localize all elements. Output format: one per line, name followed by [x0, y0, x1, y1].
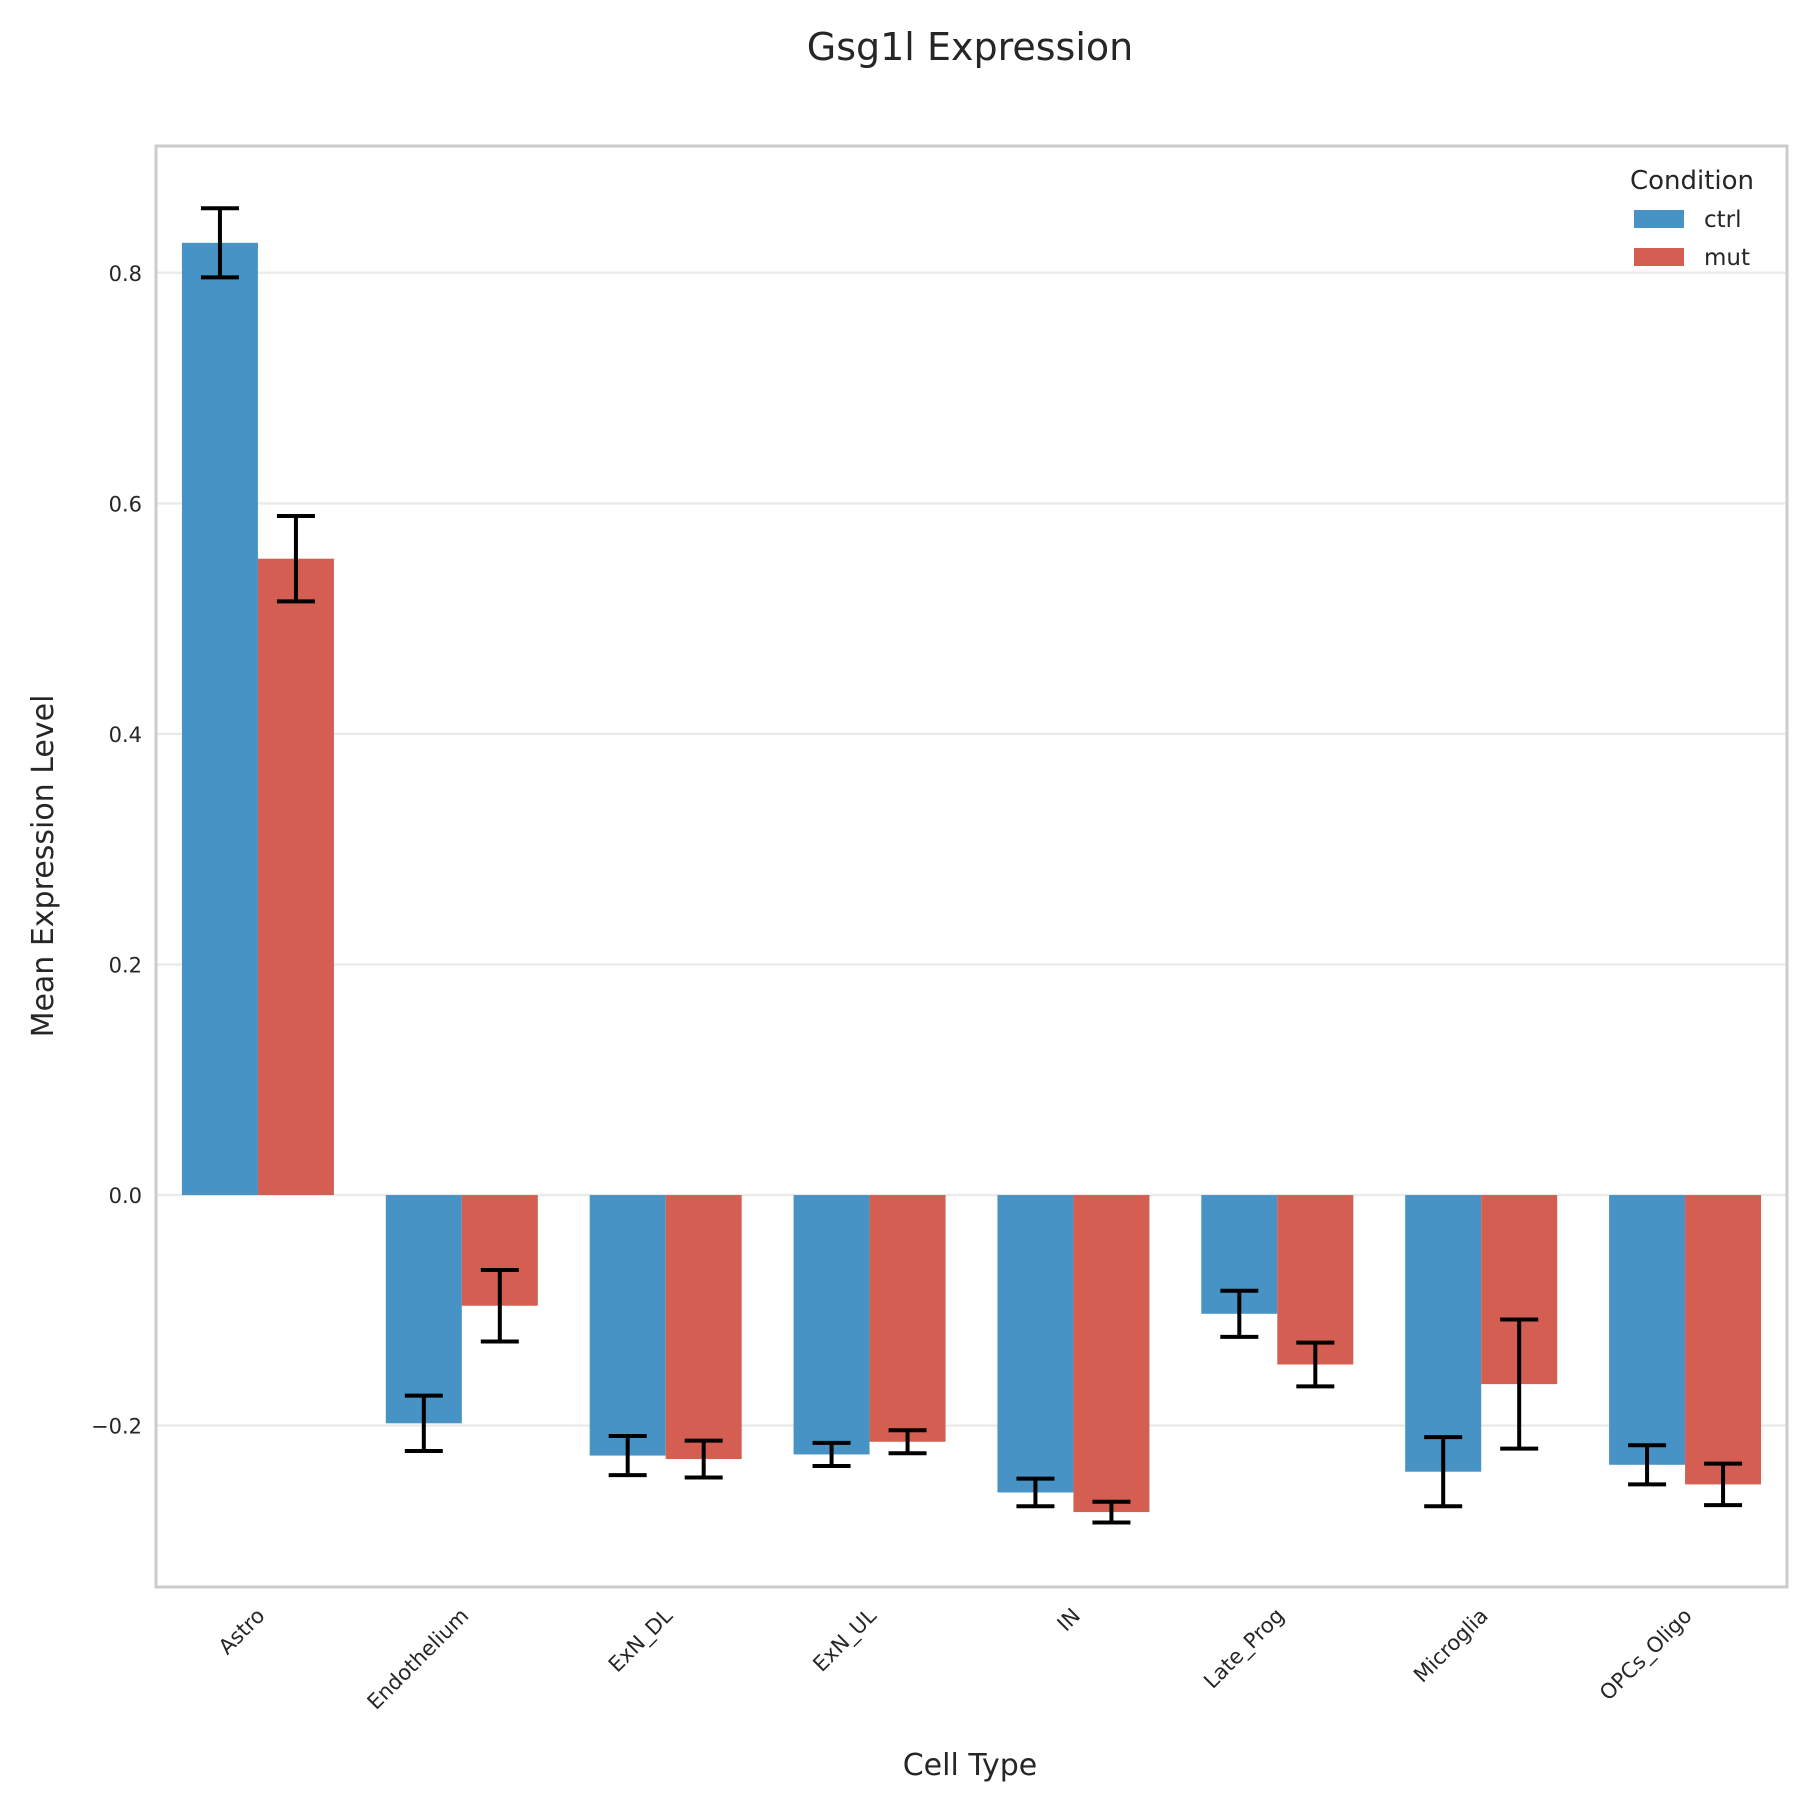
error-bar-ctrl-IN [1016, 1476, 1055, 1509]
error-bar-ctrl-Astro [200, 206, 239, 280]
bar-mut-ExN_UL [869, 1195, 946, 1442]
x-axis-label: Cell Type [903, 1748, 1038, 1783]
bar-ctrl-Microglia [1405, 1195, 1482, 1472]
y-tick-labels: −0.2 0.0 0.2 0.4 0.6 0.8 [91, 262, 142, 1439]
y-tick-label: 0.8 [109, 262, 142, 286]
error-bar-ctrl-ExN_UL [812, 1440, 851, 1468]
bar-ctrl-ExN_UL [793, 1195, 870, 1455]
bar-ctrl-Endothelium [385, 1195, 462, 1424]
legend-title: Condition [1630, 166, 1754, 196]
error-bar-mut-IN [1092, 1499, 1131, 1525]
y-tick-label: 0.0 [109, 1184, 142, 1208]
error-bar-ctrl-OPCs_Oligo [1628, 1443, 1667, 1487]
chart-title: Gsg1l Expression [807, 25, 1133, 69]
y-tick-label: 0.4 [109, 723, 142, 747]
bar-mut-Astro [257, 558, 334, 1196]
bar-mut-ExN_DL [665, 1195, 742, 1460]
bar-ctrl-Astro [181, 242, 258, 1196]
bar-mut-Late_Prog [1277, 1195, 1354, 1365]
plot-frame [154, 144, 1789, 1589]
bar-mut-IN [1073, 1195, 1150, 1513]
error-bars [200, 206, 1743, 1525]
error-bar-mut-ExN_UL [888, 1428, 927, 1456]
error-bar-mut-ExN_DL [684, 1438, 723, 1480]
error-bar-mut-Late_Prog [1296, 1340, 1335, 1389]
error-bar-mut-OPCs_Oligo [1704, 1461, 1743, 1508]
bar-ctrl-IN [997, 1195, 1074, 1493]
y-tick-label: 0.2 [109, 953, 142, 977]
bar-ctrl-OPCs_Oligo [1609, 1195, 1686, 1465]
legend-swatch-mut [1634, 248, 1684, 266]
y-tick-label: −0.2 [91, 1415, 142, 1439]
legend-label-mut: mut [1704, 245, 1750, 271]
legend-label-ctrl: ctrl [1704, 207, 1742, 233]
error-bar-ctrl-ExN_DL [608, 1433, 647, 1478]
y-tick-label: 0.6 [109, 492, 142, 516]
error-bar-mut-Microglia [1500, 1317, 1539, 1451]
legend-swatch-ctrl [1634, 210, 1684, 228]
error-bar-mut-Endothelium [480, 1267, 519, 1344]
y-axis-label: Mean Expression Level [26, 695, 61, 1038]
bar-ctrl-ExN_DL [589, 1195, 666, 1456]
error-bar-ctrl-Endothelium [404, 1393, 443, 1453]
bar-mut-OPCs_Oligo [1685, 1195, 1762, 1485]
legend: Condition ctrl mut [1630, 166, 1754, 271]
error-bar-ctrl-Late_Prog [1220, 1288, 1259, 1339]
bars [181, 242, 1762, 1513]
error-bar-mut-Astro [276, 514, 315, 604]
error-bar-ctrl-Microglia [1424, 1435, 1463, 1509]
